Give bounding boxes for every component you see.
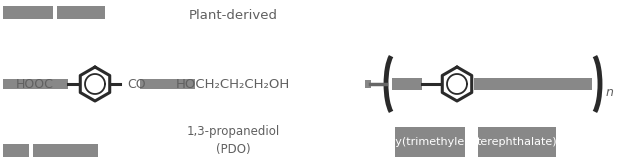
- Text: 1,3-propanediol
(PDO): 1,3-propanediol (PDO): [187, 125, 279, 155]
- Text: n: n: [606, 86, 614, 99]
- Text: HOOC: HOOC: [16, 77, 54, 91]
- Bar: [395, 127, 465, 157]
- Text: Poly(trimethylene: Poly(trimethylene: [381, 137, 480, 147]
- Bar: [392, 78, 422, 90]
- Bar: [57, 6, 105, 19]
- Text: CO: CO: [127, 77, 146, 91]
- Text: terephthalate): terephthalate): [477, 137, 557, 147]
- Bar: [3, 79, 68, 89]
- Bar: [474, 78, 592, 90]
- Bar: [478, 127, 556, 157]
- Bar: [3, 144, 29, 157]
- Bar: [3, 6, 53, 19]
- Bar: [33, 144, 98, 157]
- Bar: [365, 80, 371, 88]
- Text: Plant-derived: Plant-derived: [188, 9, 278, 22]
- Bar: [140, 79, 195, 89]
- Text: HOCH₂CH₂CH₂OH: HOCH₂CH₂CH₂OH: [176, 77, 290, 91]
